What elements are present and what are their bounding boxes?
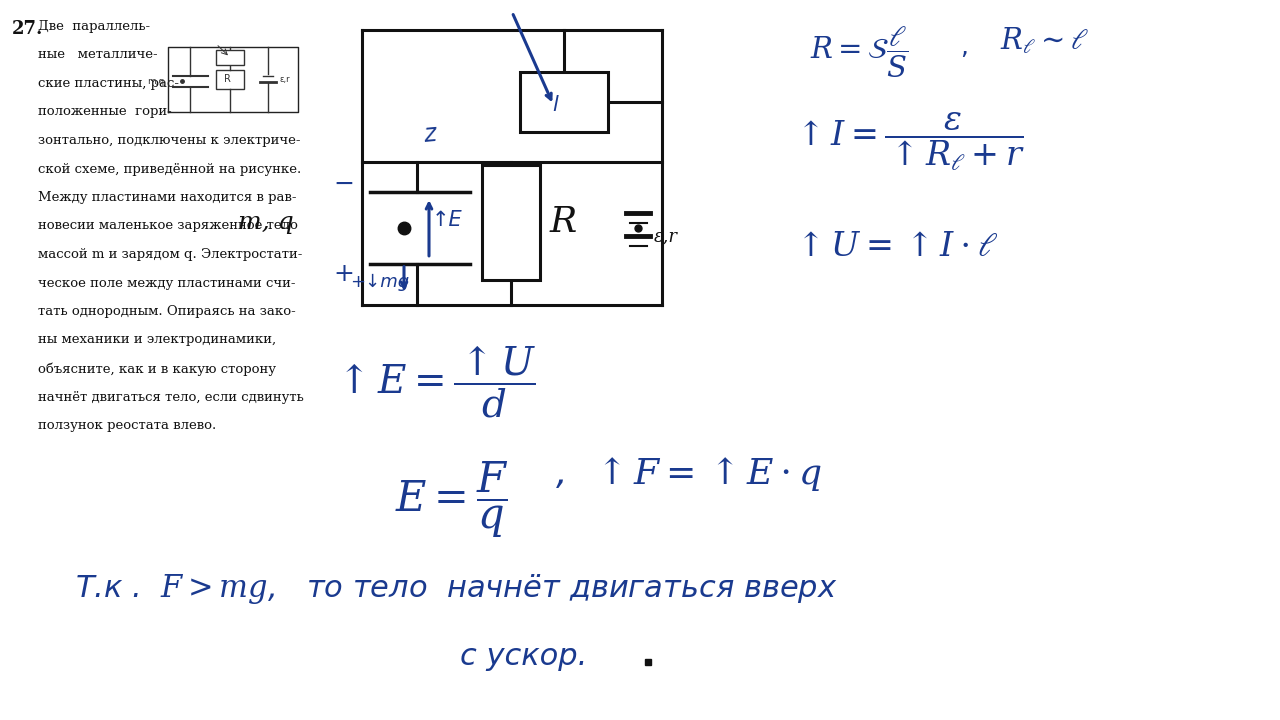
Text: ε,r: ε,r [654,227,678,245]
Text: ε,r: ε,r [280,75,291,84]
Text: l: l [553,95,558,115]
Bar [520,72,608,132]
Text: ские пластины, рас-: ские пластины, рас- [38,77,179,90]
Text: ползунок реостата влево.: ползунок реостата влево. [38,419,216,432]
Text: R: R [224,74,230,84]
Text: зонтально, подключены к электриче-: зонтально, подключены к электриче- [38,134,301,147]
Text: ческое поле между пластинами счи-: ческое поле между пластинами счи- [38,276,296,289]
Text: +↓mg: +↓mg [349,273,410,291]
Text: m,q: m,q [147,77,164,86]
Text: +: + [334,262,355,286]
Bar [307,0,774,330]
Bar [0,330,1280,720]
Text: 27.: 27. [12,20,44,38]
Bar [0,0,307,720]
Bar [483,164,540,280]
Text: Две  параллель-: Две параллель- [38,20,150,33]
Text: массой m и зарядом q. Электростати-: массой m и зарядом q. Электростати- [38,248,302,261]
Text: ны механики и электродинамики,: ны механики и электродинамики, [38,333,276,346]
Text: ,  $\uparrow F = \uparrow E \cdot q$: , $\uparrow F = \uparrow E \cdot q$ [556,455,822,493]
Text: с ускор.: с ускор. [460,642,588,671]
Text: ,: , [960,35,968,59]
Text: $R = \mathcal{S}\dfrac{\ell}{S}$: $R = \mathcal{S}\dfrac{\ell}{S}$ [810,25,909,80]
Text: тать однородным. Опираясь на зако-: тать однородным. Опираясь на зако- [38,305,296,318]
Text: $E = \dfrac{F}{q}$: $E = \dfrac{F}{q}$ [396,460,508,540]
Text: $\uparrow E = \dfrac{\uparrow U}{d}$: $\uparrow E = \dfrac{\uparrow U}{d}$ [330,345,536,420]
Text: положенные  гори-: положенные гори- [38,106,172,119]
Text: $R_\ell \sim \ell$: $R_\ell \sim \ell$ [1000,25,1089,55]
Bar [774,0,1280,330]
Text: Т.к .  $F > mg$,   то тело  начнёт двигаться вверх: Т.к . $F > mg$, то тело начнёт двигаться… [76,572,837,606]
Text: начнёт двигаться тело, если сдвинуть: начнёт двигаться тело, если сдвинуть [38,390,303,403]
Bar [216,50,244,66]
Text: $\uparrow U = \uparrow I \cdot \ell$: $\uparrow U = \uparrow I \cdot \ell$ [790,230,998,263]
Text: ↑E: ↑E [433,210,463,230]
Text: объясните, как и в какую сторону: объясните, как и в какую сторону [38,362,276,376]
Text: $\uparrow I = \dfrac{\varepsilon}{\uparrow R_\ell + r}$: $\uparrow I = \dfrac{\varepsilon}{\uparr… [790,110,1025,173]
Text: ской схеме, приведённой на рисунке.: ской схеме, приведённой на рисунке. [38,163,301,176]
Text: R: R [550,205,577,239]
Bar [216,71,244,89]
Text: −: − [334,172,355,197]
Text: m, q: m, q [238,212,294,235]
Text: ные   металличе-: ные металличе- [38,48,157,61]
Text: Между пластинами находится в рав-: Между пластинами находится в рав- [38,191,297,204]
Text: новесии маленькое заряженное тело: новесии маленькое заряженное тело [38,220,298,233]
Text: z: z [422,122,438,147]
